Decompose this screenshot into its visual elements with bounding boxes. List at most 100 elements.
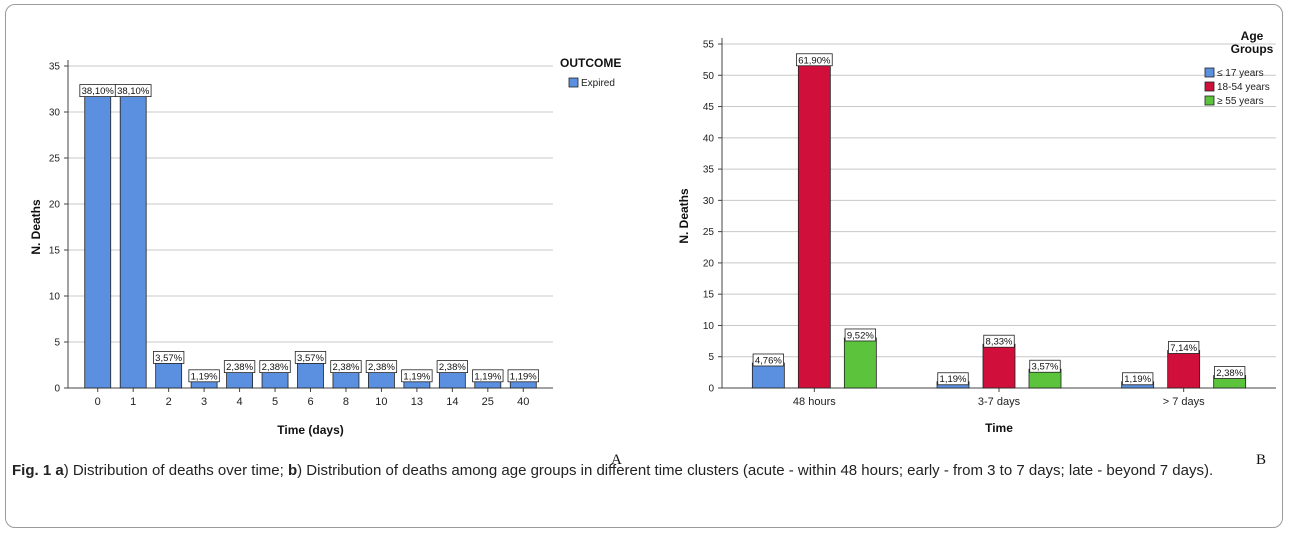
chart-a-y-tick-label: 35 (49, 62, 61, 73)
chart-b-bar (843, 337, 877, 389)
chart-b-data-label-box (1122, 372, 1154, 386)
chart-a-x-tick-label: 13 (411, 396, 423, 408)
chart-b-legend-swatch (1204, 81, 1215, 92)
chart-a-y-tick-label: 15 (49, 246, 61, 257)
caption-a-text: ) Distribution of deaths over time; (63, 462, 288, 479)
panel-letter-a: A (611, 452, 622, 468)
caption-b-letter: b (287, 462, 298, 479)
chart-a-data-label: 2,38% (368, 362, 395, 373)
chart-a-data-label: 38,10% (82, 86, 115, 97)
chart-a-y-tick-label: 0 (54, 384, 60, 395)
caption-fig-label: Fig. 1 (12, 462, 52, 479)
caption-a-letter: a (55, 462, 64, 479)
chart-a-data-label-box (114, 84, 152, 97)
chart-a-x-tick-label: 4 (237, 396, 243, 408)
chart-a-x-tick-label: 14 (446, 396, 458, 408)
chart-b-data-label: 9,52% (847, 330, 874, 341)
chart-a-data-label-box (330, 360, 362, 374)
chart-b-data-label: 3,57% (1032, 362, 1059, 373)
chart-a-bar (297, 359, 324, 389)
chart-a-data-label: 2,38% (226, 362, 253, 373)
chart-a-data-label: 2,38% (439, 362, 466, 373)
chart-a-x-axis-title: Time (days) (277, 423, 343, 437)
panel-letter-b: B (1256, 452, 1267, 468)
chart-b-bar (982, 343, 1016, 389)
chart-b-data-label: 61,90% (798, 55, 831, 66)
chart-a-data-label-box (188, 369, 220, 383)
chart-a-y-tick-label: 20 (49, 200, 61, 211)
chart-b-y-tick-label: 25 (703, 227, 715, 238)
chart-b-y-axis-title: N. Deaths (677, 188, 691, 244)
chart-a-x-tick-label: 3 (201, 396, 207, 408)
chart-a-bar (119, 93, 147, 389)
chart-a-y-tick-label: 5 (54, 338, 60, 349)
chart-a-data-label-box (401, 369, 433, 383)
chart-a-data-label-box (436, 360, 468, 374)
chart-a-data-label: 1,19% (403, 371, 430, 382)
chart-b-legend-swatch (1204, 95, 1215, 106)
chart-b-x-tick-label: 48 hours (793, 396, 836, 408)
chart-a-x-tick-label: 0 (95, 396, 101, 408)
chart-a-data-label-box (507, 369, 539, 383)
chart-b-data-label-box (1168, 341, 1200, 354)
figure-frame (5, 4, 1283, 528)
chart-b-data-label: 7,14% (1170, 343, 1197, 354)
chart-b-y-tick-label: 35 (703, 165, 715, 176)
chart-a-data-label-box (472, 369, 504, 383)
chart-a-legend-title: OUTCOME (560, 56, 621, 70)
chart-b-bar (1167, 350, 1201, 389)
chart-b-legend-label: ≥ 55 years (1217, 96, 1264, 107)
chart-a-x-tick-label: 40 (517, 396, 529, 408)
chart-b-data-label-box (1029, 359, 1061, 373)
chart-b-legend-swatch (1204, 67, 1215, 78)
chart-a-data-label: 1,19% (191, 371, 218, 382)
chart-b-data-label: 2,38% (1216, 368, 1243, 379)
chart-a-x-tick-label: 10 (375, 396, 387, 408)
chart-b-data-label-box (937, 372, 969, 386)
chart-b-data-label-box (796, 53, 833, 67)
chart-a: 0 5 10 15 20 25 30 35 0 38,10% 1 38,10% 2 3,57% 3 1,19%… (29, 56, 621, 437)
chart-a-data-label: 3,57% (155, 353, 182, 364)
chart-b-y-tick-label: 50 (703, 71, 715, 82)
chart-a-x-tick-label: 6 (307, 396, 313, 408)
chart-a-data-label-box (153, 350, 185, 364)
chart-a-data-label-box (365, 360, 398, 374)
chart-a-y-tick-label: 10 (49, 292, 61, 303)
chart-a-data-label-box (294, 350, 327, 364)
chart-b-bar (797, 62, 831, 389)
chart-b-y-tick-label: 55 (703, 40, 715, 51)
chart-b-legend-label: 18-54 years (1217, 82, 1270, 93)
chart-a-bar (84, 93, 112, 389)
chart-a-data-label: 1,19% (474, 371, 501, 382)
chart-a-y-tick-label: 25 (49, 154, 61, 165)
chart-a-x-tick-label: 8 (343, 396, 349, 408)
chart-b-legend-title: Groups (1231, 42, 1274, 56)
chart-a-data-label: 2,38% (262, 362, 289, 373)
chart-a-data-label: 38,10% (117, 86, 150, 97)
chart-a-y-tick-label: 30 (49, 108, 61, 119)
chart-b-data-label: 1,19% (1124, 374, 1151, 385)
chart-b-x-tick-label: > 7 days (1163, 396, 1205, 408)
chart-b-y-tick-label: 5 (708, 352, 714, 363)
chart-a-legend-swatch (568, 77, 579, 88)
chart-b-y-tick-label: 15 (703, 290, 715, 301)
chart-b-y-tick-label: 20 (703, 258, 715, 269)
chart-b-x-tick-label: 3-7 days (978, 396, 1021, 408)
chart-a-x-tick-label: 25 (482, 396, 494, 408)
chart-a-x-tick-label: 2 (166, 396, 172, 408)
chart-b-y-tick-label: 45 (703, 102, 715, 113)
chart-a-data-label: 3,57% (297, 353, 324, 364)
chart-a-legend-label: Expired (581, 78, 615, 89)
chart-b: 0 5 10 15 20 25 30 35 40 45 50 55 48 hours 4,76% 61,90… (677, 29, 1276, 435)
chart-b-data-label: 8,33% (986, 337, 1013, 348)
chart-b-legend-label: ≤ 17 years (1217, 68, 1264, 79)
figure-caption: Fig. 1 a) Distribution of deaths over ti… (12, 460, 1274, 482)
chart-b-data-label: 1,19% (940, 374, 967, 385)
chart-b-data-label-box (983, 334, 1015, 348)
chart-b-bar (751, 362, 785, 389)
chart-a-data-label-box (259, 360, 291, 374)
chart-b-y-tick-label: 40 (703, 133, 715, 144)
chart-b-legend-title: Age (1241, 29, 1264, 43)
chart-a-bar (155, 359, 183, 389)
chart-a-x-tick-label: 1 (130, 396, 136, 408)
